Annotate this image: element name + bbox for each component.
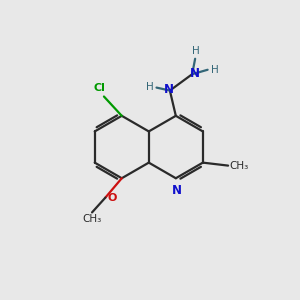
Text: O: O xyxy=(108,193,117,202)
Text: H: H xyxy=(146,82,154,92)
Text: Cl: Cl xyxy=(94,83,105,93)
Text: N: N xyxy=(171,184,182,196)
Text: CH₃: CH₃ xyxy=(230,160,249,171)
Text: H: H xyxy=(192,46,200,56)
Text: H: H xyxy=(211,65,218,75)
Text: N: N xyxy=(164,83,173,97)
Text: CH₃: CH₃ xyxy=(82,214,102,224)
Text: N: N xyxy=(190,67,200,80)
